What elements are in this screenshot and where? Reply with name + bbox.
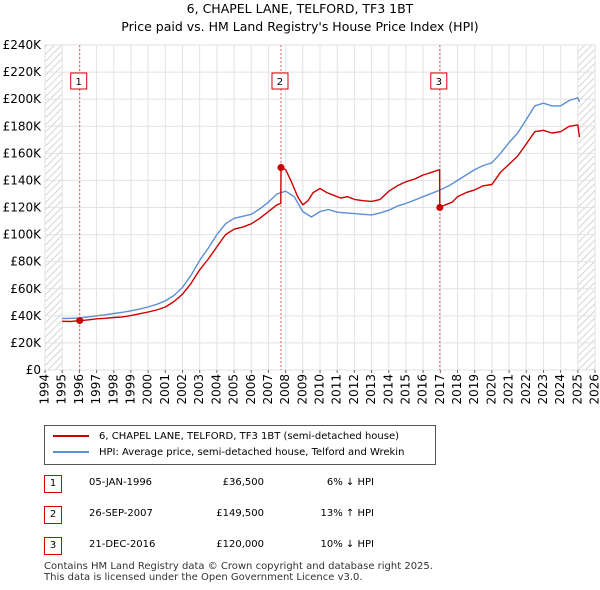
x-tick-label: 2003	[192, 374, 206, 405]
sale-date: 21-DEC-2016	[89, 539, 156, 550]
x-tick-label: 2004	[209, 374, 223, 405]
x-tick-label: 1994	[38, 374, 52, 405]
sale-number: 1	[44, 475, 62, 493]
x-tick-label: 2019	[467, 374, 481, 405]
footer-copyright: Contains HM Land Registry data © Crown c…	[44, 561, 433, 572]
y-tick-label: £0	[26, 363, 41, 377]
footer-licence: This data is licensed under the Open Gov…	[44, 572, 363, 583]
legend: 6, CHAPEL LANE, TELFORD, TF3 1BT (semi-d…	[44, 425, 436, 465]
x-tick-label: 1999	[123, 374, 137, 405]
x-tick-label: 2016	[416, 374, 430, 405]
chart-title: 6, CHAPEL LANE, TELFORD, TF3 1BT	[186, 1, 414, 16]
sale-label-number-3: 3	[436, 77, 442, 88]
legend-item-hpi: HPI: Average price, semi-detached house,…	[53, 447, 404, 458]
sale-point-3	[436, 204, 444, 211]
sale-label-box-3	[430, 72, 448, 90]
legend-label-property: 6, CHAPEL LANE, TELFORD, TF3 1BT (semi-d…	[99, 431, 400, 442]
x-tick-label: 2005	[227, 374, 241, 405]
x-tick-label: 2022	[519, 374, 533, 405]
x-tick-label: 2023	[536, 374, 550, 405]
y-tick-label: £240K	[3, 38, 43, 52]
x-tick-label: 2015	[398, 374, 412, 405]
x-tick-label: 1998	[106, 374, 120, 405]
sale-number: 3	[44, 537, 62, 555]
sale-hpi-change: 13% ↑ HPI	[320, 508, 374, 519]
x-tick-label: 2007	[261, 374, 275, 405]
sale-hpi-change: 10% ↓ HPI	[320, 539, 374, 550]
x-tick-label: 2000	[141, 374, 155, 405]
y-tick-label: £200K	[3, 92, 43, 106]
x-tick-label: 2009	[295, 374, 309, 405]
x-tick-label: 2021	[502, 374, 516, 405]
y-tick-label: £100K	[3, 228, 43, 242]
sale-point-2	[277, 164, 285, 172]
x-tick-label: 2025	[570, 374, 584, 405]
sale-label-box-2	[271, 72, 289, 90]
y-tick-label: £120K	[3, 201, 43, 215]
sale-price: £120,000	[216, 539, 264, 550]
x-tick-label: 1997	[89, 374, 103, 405]
x-tick-label: 2026	[588, 374, 600, 405]
sale-price: £149,500	[216, 508, 264, 519]
x-tick-label: 2010	[313, 374, 327, 405]
chart-subtitle: Price paid vs. HM Land Registry's House …	[121, 19, 479, 34]
x-tick-label: 2020	[484, 374, 498, 405]
y-tick-label: £20K	[10, 336, 42, 350]
y-tick-label: £220K	[3, 65, 43, 79]
x-tick-label: 2006	[244, 374, 258, 405]
sale-price: £36,500	[222, 477, 264, 488]
x-tick-label: 1996	[72, 374, 86, 405]
property-price-line	[62, 124, 581, 323]
x-tick-label: 2001	[158, 374, 172, 405]
sale-date: 05-JAN-1996	[89, 477, 153, 488]
sale-number: 2	[44, 506, 62, 524]
legend-swatch-property	[53, 435, 89, 437]
y-tick-label: £140K	[3, 173, 43, 187]
sale-hpi-change: 6% ↓ HPI	[326, 477, 374, 488]
y-tick-label: £60K	[10, 282, 42, 296]
y-tick-label: £40K	[10, 309, 42, 323]
sale-label-box-1	[70, 72, 88, 90]
sale-label-number-2: 2	[277, 77, 283, 88]
x-tick-label: 2002	[175, 374, 189, 405]
sale-label-number-1: 1	[76, 77, 82, 88]
x-tick-label: 2013	[364, 374, 378, 405]
legend-swatch-hpi	[53, 451, 89, 453]
price-chart: 1 2 3 1994 1995 1996 1997 1998 1999 2000 2001 2002…	[3, 38, 600, 405]
x-tick-label: 2014	[381, 374, 395, 405]
x-tick-label: 2011	[330, 374, 344, 405]
x-tick-label: 1995	[55, 374, 69, 405]
y-tick-label: £80K	[10, 255, 42, 269]
y-tick-label: £180K	[3, 119, 43, 133]
hpi-line	[62, 97, 581, 320]
x-tick-label: 2008	[278, 374, 292, 405]
sale-date: 26-SEP-2007	[89, 508, 153, 519]
x-tick-label: 2024	[553, 374, 567, 405]
y-tick-label: £160K	[3, 146, 43, 160]
legend-label-hpi: HPI: Average price, semi-detached house,…	[99, 447, 405, 458]
sale-point-1	[76, 317, 84, 325]
x-tick-label: 2017	[433, 374, 447, 405]
x-tick-label: 2018	[450, 374, 464, 405]
legend-item-property: 6, CHAPEL LANE, TELFORD, TF3 1BT (semi-d…	[53, 431, 399, 442]
x-tick-label: 2012	[347, 374, 361, 405]
